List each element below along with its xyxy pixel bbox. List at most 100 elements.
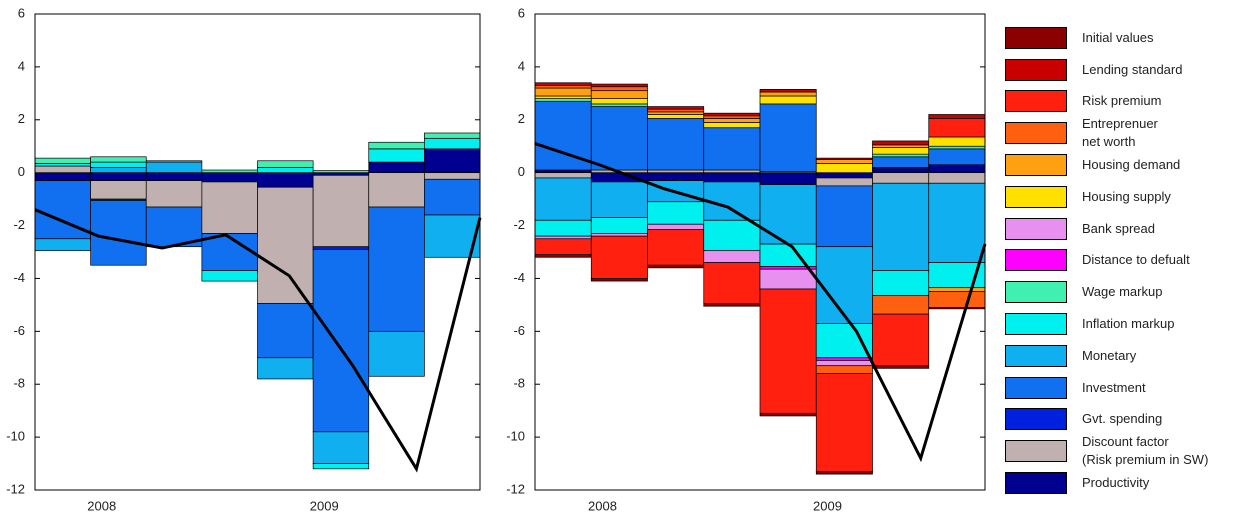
bar-segment: [312, 172, 370, 176]
bar-segment: [647, 106, 705, 110]
bar-segment: [312, 249, 370, 433]
bar-segment: [872, 144, 930, 148]
bar-segment: [534, 82, 592, 86]
legend-label: Housing supply: [1082, 188, 1171, 204]
legend-entry: Discount factor (Risk premium in SW): [1005, 434, 1235, 467]
bar-segment: [815, 373, 873, 472]
bar-segment: [424, 172, 481, 180]
y-tick-label: -10: [6, 429, 25, 444]
bar-segment: [815, 246, 873, 324]
legend-entry: Housing supply: [1005, 181, 1235, 213]
bar-segment: [872, 295, 930, 315]
bar-segment: [201, 172, 258, 183]
y-tick-label: -2: [13, 217, 25, 232]
bar-segment: [872, 153, 930, 158]
bar-segment: [872, 182, 930, 271]
bar-segment: [424, 148, 481, 174]
legend-entry: Monetary: [1005, 340, 1235, 372]
legend-swatch: [1005, 217, 1067, 240]
legend-label: Entreprenuer net worth: [1082, 116, 1158, 150]
bar-segment: [534, 238, 592, 255]
bar-segment: [928, 145, 986, 150]
bar-segment: [928, 148, 986, 166]
legend-swatch: [1005, 185, 1067, 208]
bar-segment: [759, 95, 817, 105]
legend-label: Distance to defualt: [1082, 252, 1190, 268]
bar-segment: [928, 291, 986, 308]
bar-segment: [590, 217, 648, 234]
y-tick-label: 0: [518, 164, 525, 179]
bar-segment: [34, 163, 91, 167]
bar-segment: [424, 178, 481, 216]
bar-segment: [257, 167, 314, 174]
legend-swatch: [1005, 122, 1067, 145]
bar-segment: [759, 184, 817, 245]
legend-swatch: [1005, 376, 1067, 399]
bar-segment: [872, 313, 930, 367]
bar-segment: [815, 360, 873, 367]
bar-segment: [201, 169, 258, 174]
y-tick-label: -2: [513, 217, 525, 232]
legend-swatch: [1005, 26, 1067, 49]
bar-segment: [703, 250, 761, 263]
bar-segment: [928, 307, 986, 310]
legend-entry: Housing demand: [1005, 149, 1235, 181]
bar-segment: [312, 170, 370, 174]
legend-entry: Bank spread: [1005, 213, 1235, 245]
legend-swatch: [1005, 408, 1067, 431]
legend-label: Gvt. spending: [1082, 411, 1163, 427]
bar-segment: [90, 172, 147, 181]
y-tick-label: -8: [513, 376, 525, 391]
bar-segment: [759, 91, 817, 97]
legend-entry: Entreprenuer net worth: [1005, 116, 1235, 150]
y-tick-label: -12: [6, 481, 25, 496]
bar-segment: [703, 127, 761, 171]
plot-frame: [534, 13, 986, 491]
y-tick-label: 6: [518, 5, 525, 20]
bar-segment: [815, 185, 873, 248]
bar-segment: [647, 223, 705, 230]
bar-segment: [90, 156, 147, 163]
bar-segment: [815, 365, 873, 374]
y-tick-label: -4: [13, 270, 25, 285]
bar-segment: [590, 98, 648, 105]
legend-label: Lending standard: [1082, 61, 1183, 77]
bar-segment: [647, 201, 705, 225]
bar-segment: [534, 87, 592, 97]
bar-segment: [34, 157, 91, 164]
y-tick-label: -8: [13, 376, 25, 391]
bar-segment: [90, 161, 147, 168]
y-tick-label: 2: [18, 111, 25, 126]
bar-segment: [257, 172, 314, 188]
legend-label: Monetary: [1082, 347, 1137, 363]
bar-segment: [590, 278, 648, 282]
bar-segment: [34, 238, 91, 252]
bar-segment: [703, 262, 761, 304]
bar-segment: [590, 90, 648, 99]
bar-segment: [759, 103, 817, 172]
bar-segment: [145, 206, 203, 248]
bar-segment: [703, 219, 761, 252]
bar-segment: [590, 103, 648, 107]
bar-segment: [815, 157, 873, 160]
legend-entry: Gvt. spending: [1005, 404, 1235, 436]
bar-segment: [872, 365, 930, 369]
y-tick-label: -4: [513, 270, 525, 285]
legend-entry: Inflation markup: [1005, 308, 1235, 340]
y-tick-label: 4: [518, 58, 525, 73]
bar-segment: [145, 172, 203, 181]
y-tick-label: 2: [518, 111, 525, 126]
legend-label: Productivity: [1082, 475, 1150, 491]
bar-segment: [368, 206, 425, 332]
bar-segment: [928, 172, 986, 184]
total-line: [534, 142, 987, 463]
bar-segment: [647, 111, 705, 115]
bar-segment: [534, 235, 592, 240]
bar-segment: [759, 412, 817, 417]
bar-segment: [534, 98, 592, 102]
legend-swatch: [1005, 90, 1067, 113]
legend-entry: Lending standard: [1005, 54, 1235, 86]
y-tick-label: -10: [506, 429, 525, 444]
bar-segment: [590, 235, 648, 279]
bar-segment: [534, 85, 592, 89]
